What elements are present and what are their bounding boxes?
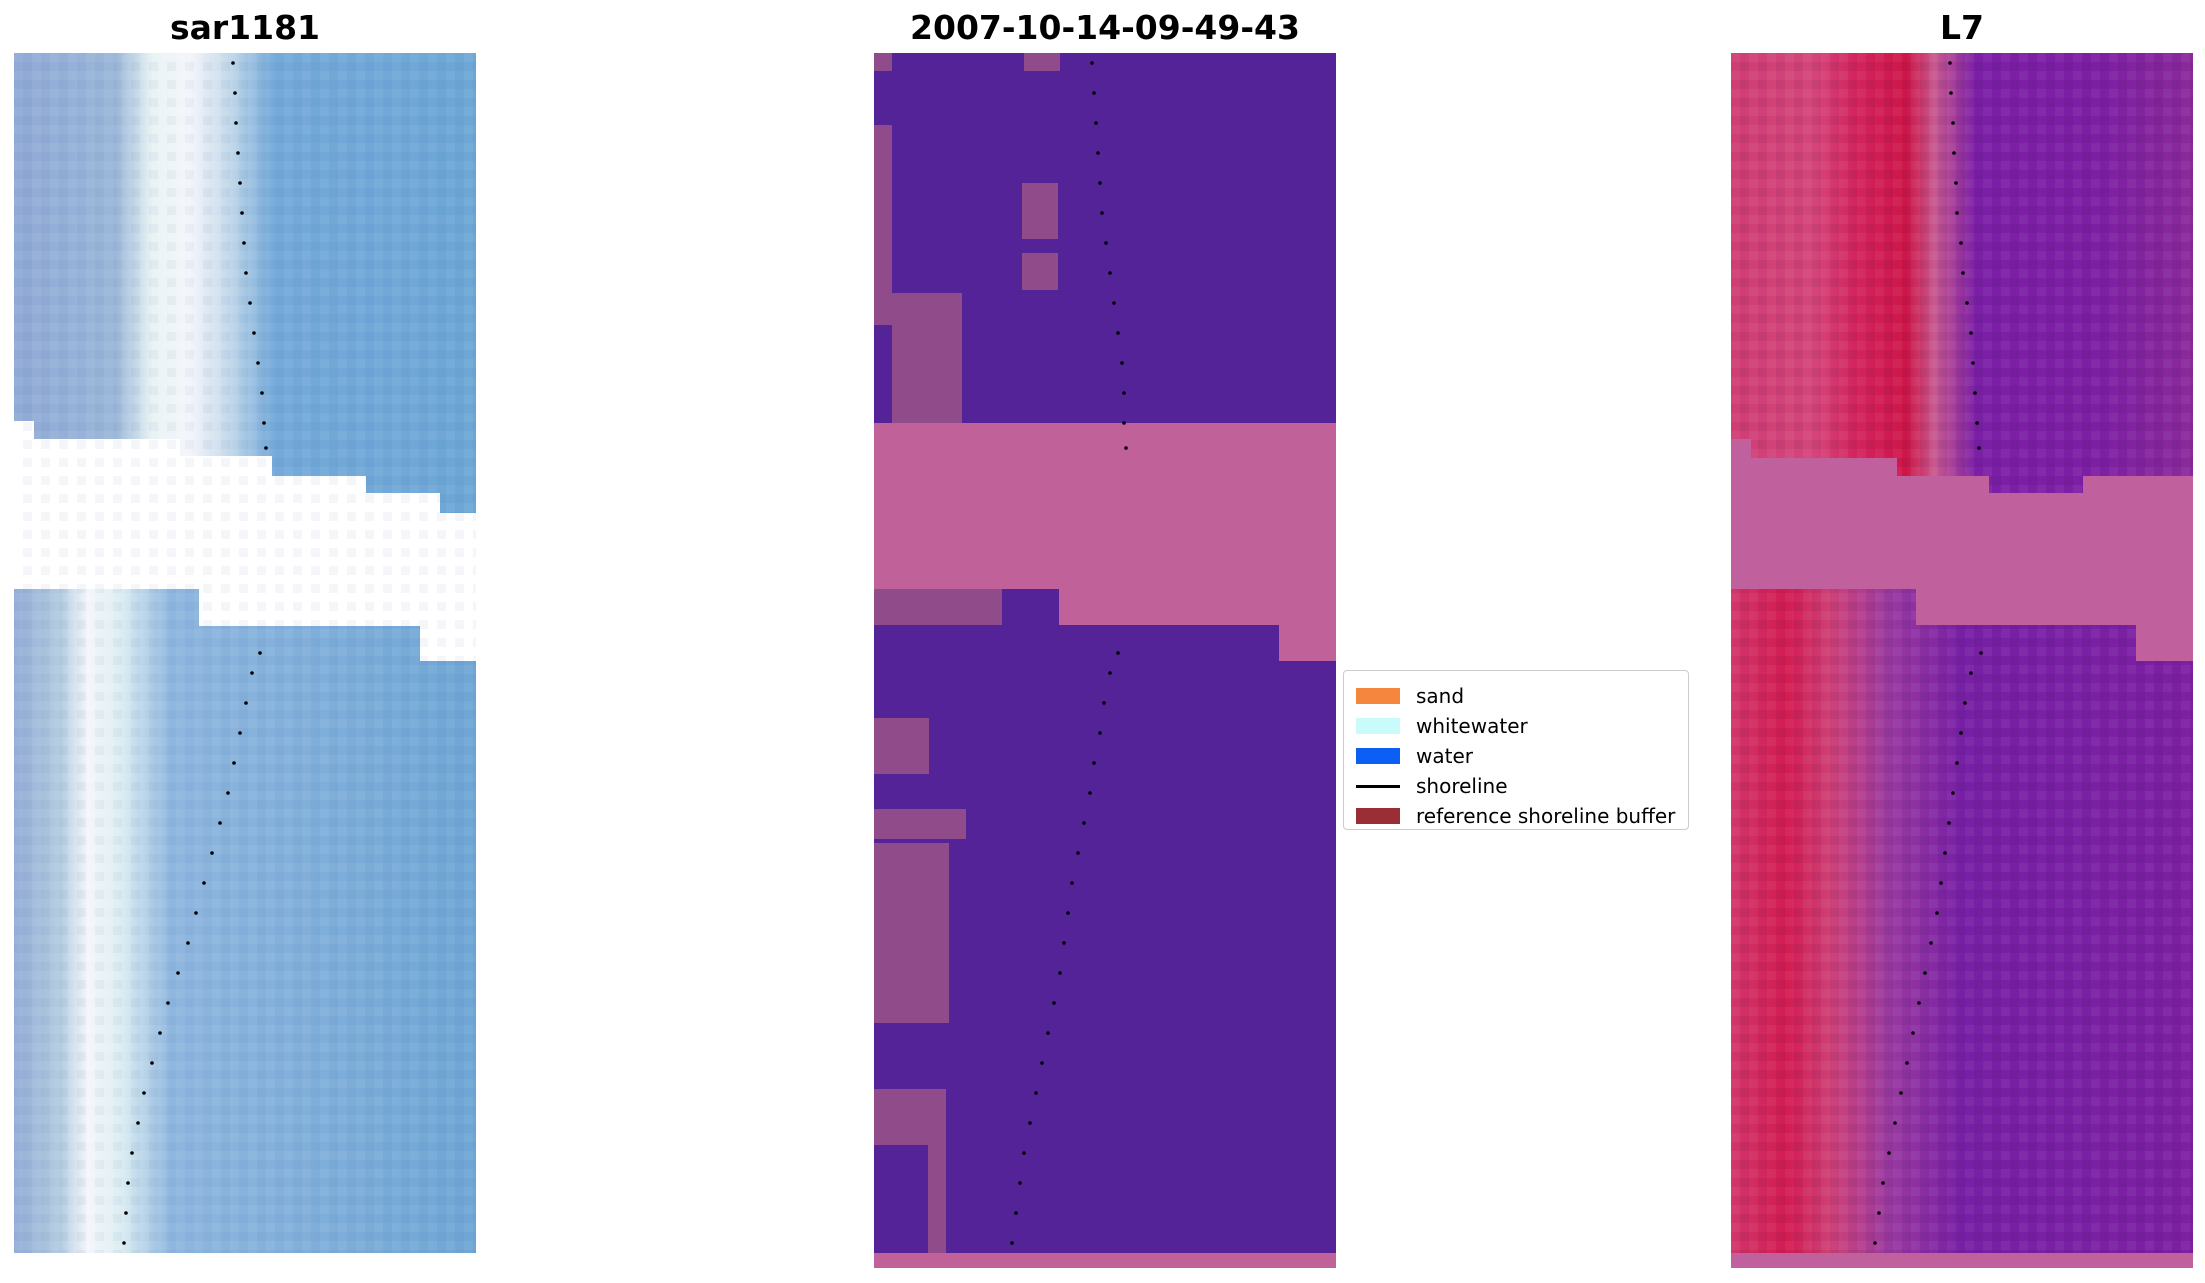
panel-title-l7: L7: [1940, 8, 1984, 47]
legend-item-water: water: [1356, 741, 1676, 771]
legend-label-water: water: [1416, 744, 1473, 768]
classified-image-panel: [874, 53, 1336, 1268]
l7-image-panel: [1731, 53, 2193, 1268]
legend-label-sand: sand: [1416, 684, 1465, 708]
legend-item-sand: sand: [1356, 681, 1676, 711]
panel-title-classified: 2007-10-14-09-49-43: [910, 8, 1300, 47]
legend-swatch-reference-buffer: [1356, 808, 1400, 824]
legend-swatch-sand: [1356, 688, 1400, 704]
shoreline-dots-l7: [1873, 61, 1983, 1245]
legend-label-reference-buffer: reference shoreline buffer: [1416, 804, 1676, 828]
legend-item-reference-buffer: reference shoreline buffer: [1356, 801, 1676, 831]
legend: sand whitewater water shoreline referenc…: [1343, 670, 1689, 830]
legend-label-whitewater: whitewater: [1416, 714, 1528, 738]
legend-swatch-shoreline: [1356, 784, 1400, 788]
legend-item-whitewater: whitewater: [1356, 711, 1676, 741]
legend-swatch-whitewater: [1356, 718, 1400, 734]
rgb-image-panel: [14, 53, 476, 1268]
legend-item-shoreline: shoreline: [1356, 771, 1676, 801]
l7-image: [1731, 53, 2193, 1268]
legend-label-shoreline: shoreline: [1416, 774, 1508, 798]
classified-image: [874, 53, 1336, 1268]
shoreline-dots-rgb: [122, 61, 268, 1245]
rgb-image: [14, 53, 476, 1253]
panel-title-rgb: sar1181: [169, 8, 321, 47]
shoreline-dots-classified: [1010, 61, 1128, 1245]
legend-swatch-water: [1356, 748, 1400, 764]
